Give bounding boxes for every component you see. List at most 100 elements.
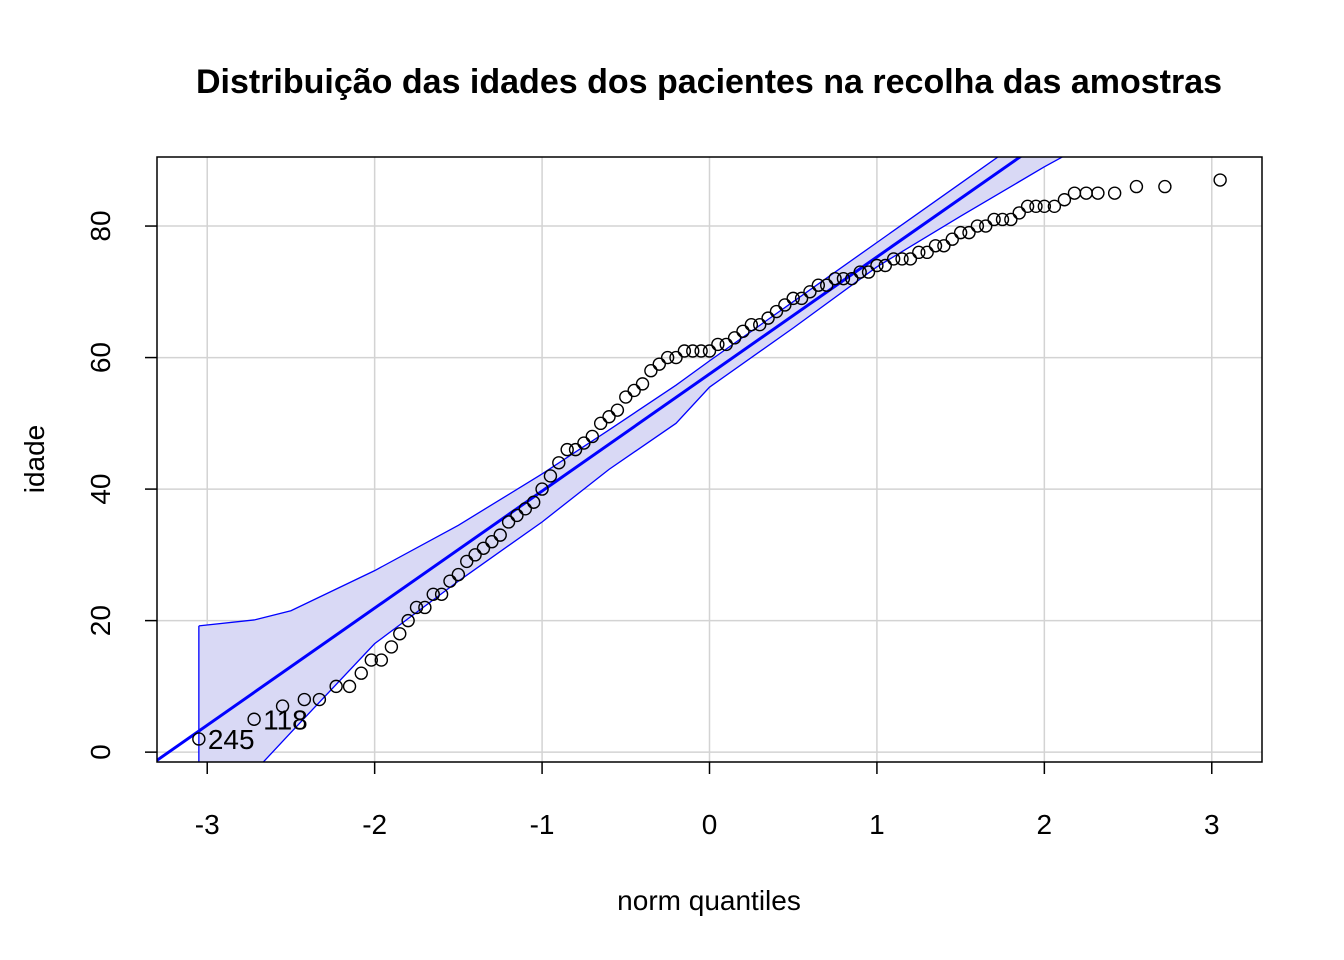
- x-tick-label: 0: [702, 809, 718, 840]
- data-point: [1129, 179, 1144, 194]
- data-point: [727, 331, 742, 345]
- data-point: [928, 239, 943, 253]
- y-tick-label: 40: [85, 474, 116, 505]
- data-point: [585, 429, 600, 444]
- data-point: [702, 344, 717, 358]
- data-point: [828, 271, 842, 286]
- data-point: [753, 317, 767, 332]
- data-point: [275, 699, 290, 713]
- data-point: [364, 653, 379, 667]
- chart-title: Distribuição das idades dos pacientes na…: [196, 63, 1222, 101]
- data-point: [660, 350, 675, 365]
- data-point: [686, 344, 700, 358]
- data-points: [192, 173, 1227, 746]
- data-point: [987, 212, 1001, 227]
- data-point: [460, 554, 474, 569]
- data-point: [803, 285, 817, 299]
- data-point: [912, 245, 926, 260]
- data-point: [1029, 199, 1043, 214]
- data-point: [878, 258, 892, 273]
- data-point: [329, 679, 343, 694]
- data-point: [845, 271, 859, 286]
- data-point: [443, 574, 457, 588]
- data-point: [354, 666, 368, 680]
- data-point: [552, 456, 566, 470]
- data-point: [711, 337, 725, 352]
- data-point: [669, 350, 683, 365]
- data-point: [769, 304, 784, 319]
- data-point: [543, 469, 558, 483]
- envelope-lower-line: [262, 157, 1064, 762]
- data-point: [1047, 199, 1062, 214]
- data-point: [811, 278, 826, 292]
- data-point: [895, 252, 909, 266]
- data-point: [518, 502, 533, 516]
- data-point: [510, 508, 524, 523]
- data-point: [485, 535, 499, 549]
- data-point: [374, 653, 389, 667]
- data-point: [1158, 179, 1172, 194]
- x-axis: -3 -2 -1 0 1 2 3: [195, 762, 1220, 840]
- point-labels: 245 118: [208, 704, 308, 755]
- x-tick-label: -2: [362, 809, 387, 840]
- data-point: [870, 258, 884, 273]
- x-tick-label: 3: [1204, 809, 1220, 840]
- data-point: [995, 212, 1010, 227]
- data-point: [970, 219, 985, 233]
- data-point: [568, 442, 583, 457]
- grid: [157, 157, 1262, 762]
- data-point: [1004, 212, 1018, 227]
- y-axis: 0 20 40 60 80: [85, 210, 157, 760]
- data-point: [476, 541, 491, 555]
- data-point: [610, 403, 625, 417]
- data-point: [937, 239, 951, 253]
- data-point: [953, 225, 968, 240]
- data-point: [247, 712, 261, 726]
- data-point: [627, 383, 641, 398]
- y-tick-label: 0: [85, 744, 116, 760]
- data-point: [853, 265, 867, 279]
- data-point: [409, 600, 424, 615]
- y-tick-label: 60: [85, 342, 116, 373]
- reference-line: [157, 157, 1023, 762]
- data-point: [786, 291, 800, 306]
- x-tick-label: 1: [869, 809, 885, 840]
- data-point: [861, 265, 876, 279]
- data-point: [434, 587, 449, 602]
- data-point: [635, 377, 650, 391]
- data-point: [1020, 199, 1035, 214]
- data-point: [761, 311, 775, 325]
- data-point: [501, 515, 516, 529]
- data-point: [560, 442, 574, 457]
- data-point: [418, 600, 432, 615]
- data-point: [1079, 186, 1093, 200]
- data-point: [593, 416, 608, 431]
- data-point: [886, 252, 901, 266]
- data-point: [393, 627, 407, 641]
- y-tick-label: 80: [85, 210, 116, 241]
- data-point: [962, 225, 976, 240]
- data-point: [920, 245, 934, 260]
- data-point: [677, 344, 692, 358]
- data-point: [652, 357, 666, 371]
- data-point: [401, 613, 415, 628]
- y-axis-label: idade: [19, 425, 50, 494]
- data-point: [819, 278, 834, 292]
- x-axis-label: norm quantiles: [617, 885, 801, 916]
- data-point: [342, 679, 357, 694]
- data-point: [602, 410, 616, 424]
- data-point: [736, 324, 750, 338]
- data-point: [312, 692, 327, 707]
- data-point: [778, 298, 792, 312]
- data-point: [1107, 186, 1122, 200]
- x-tick-label: 2: [1037, 809, 1053, 840]
- data-point: [426, 587, 440, 602]
- y-tick-label: 20: [85, 605, 116, 636]
- data-point: [535, 482, 549, 496]
- data-point: [1091, 186, 1105, 200]
- data-point: [1067, 186, 1082, 200]
- data-point: [719, 337, 733, 352]
- data-point: [744, 317, 759, 332]
- data-point: [1213, 173, 1227, 187]
- data-point: [836, 271, 851, 286]
